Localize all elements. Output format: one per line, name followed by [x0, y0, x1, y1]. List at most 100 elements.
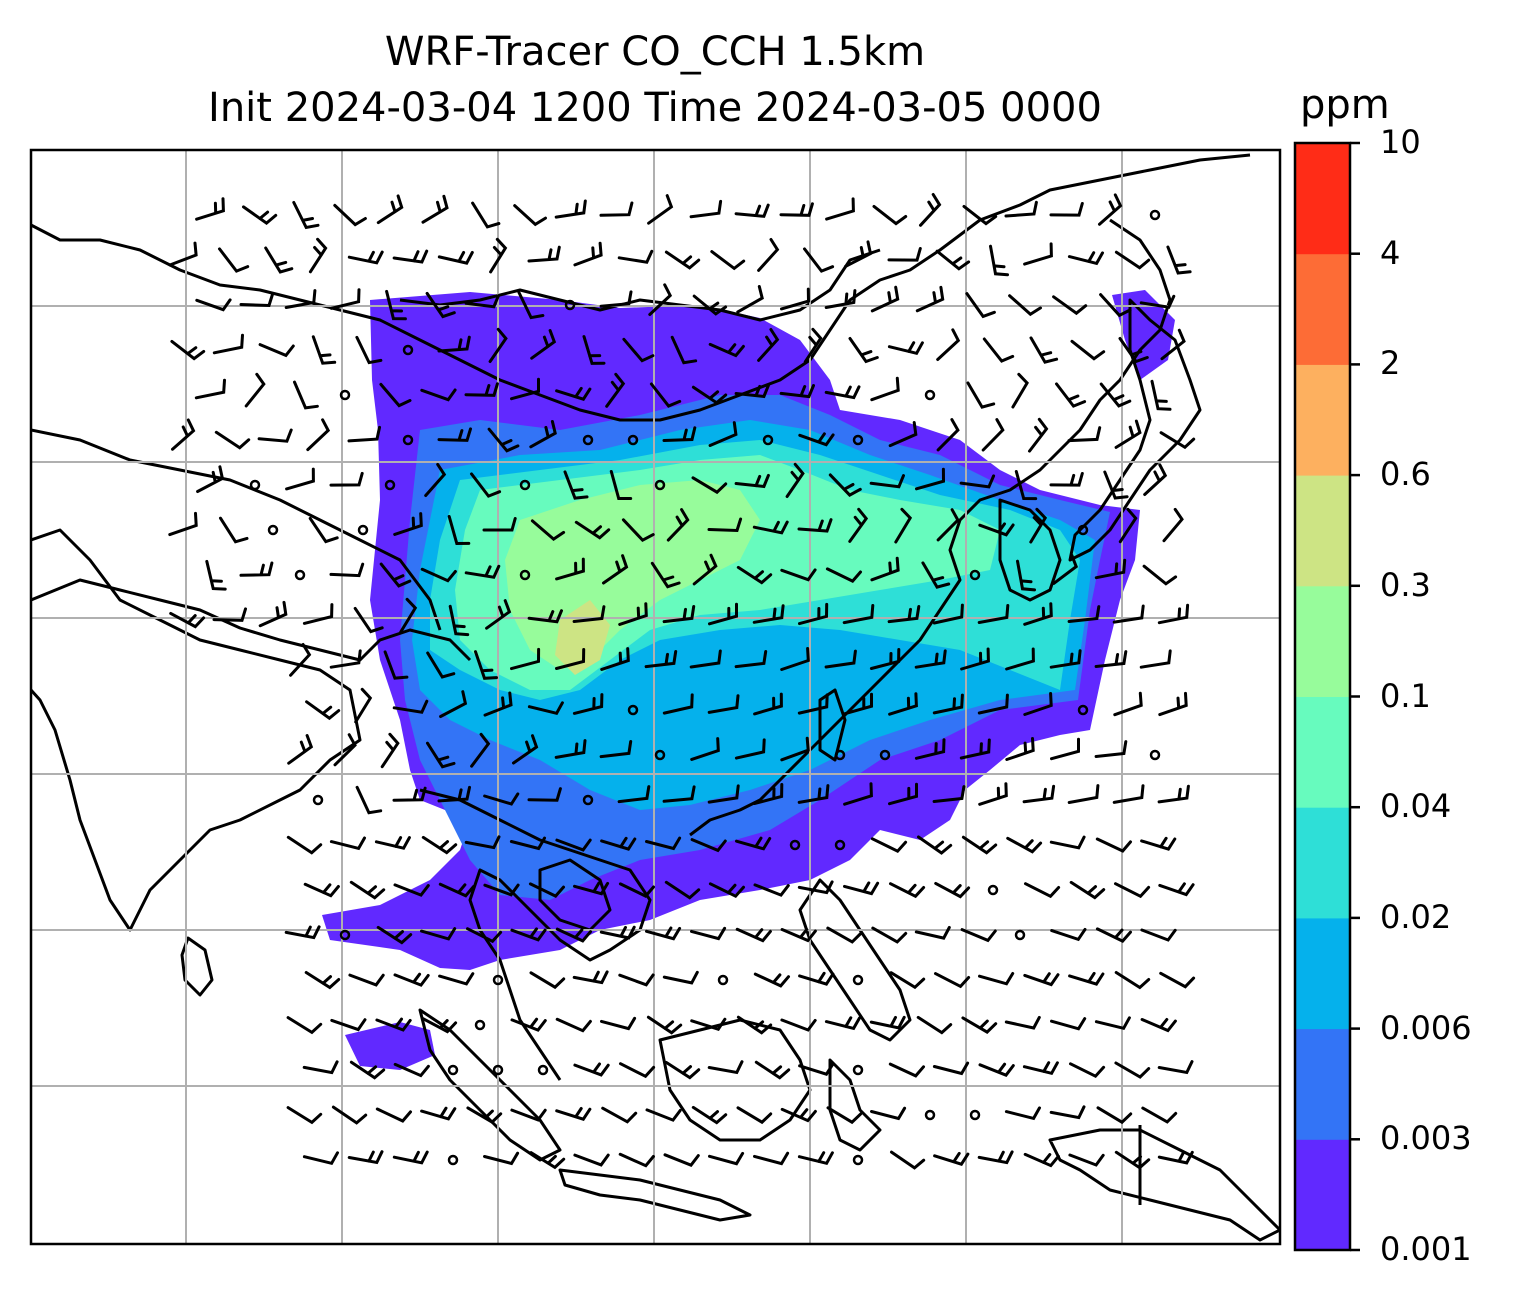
- colorbar-segment: [1295, 364, 1350, 476]
- wind-barb: [380, 732, 400, 769]
- wind-barb: [385, 289, 407, 321]
- wind-barb: [471, 201, 501, 229]
- wind-barb: [482, 517, 517, 532]
- wind-barb: [734, 383, 770, 399]
- wind-barb: [826, 926, 863, 944]
- wind-barb: [1049, 649, 1082, 669]
- wind-barb: [977, 604, 1010, 624]
- calm-wind-circle: [249, 479, 261, 491]
- wind-barb: [513, 204, 547, 227]
- wind-barb: [708, 882, 745, 899]
- wind-barb: [219, 516, 249, 544]
- wind-barb: [609, 470, 633, 500]
- wind-barb: [919, 193, 942, 227]
- wind-barb: [527, 787, 562, 802]
- wind-barb: [1159, 431, 1196, 450]
- wind-barb: [1158, 882, 1195, 897]
- calm-wind-circle: [474, 1019, 486, 1031]
- coast-borneo: [658, 1018, 812, 1142]
- wind-barb: [1142, 564, 1178, 586]
- wind-barb: [239, 561, 274, 577]
- wind-barb: [448, 604, 470, 637]
- wind-barb: [293, 380, 319, 410]
- wind-barb: [1028, 417, 1049, 453]
- wind-barb: [734, 473, 770, 489]
- wind-barb: [889, 882, 926, 899]
- wind-barb: [692, 553, 718, 586]
- wind-barb: [212, 333, 244, 355]
- wind-barb: [645, 1108, 682, 1122]
- wind-barb: [353, 606, 384, 634]
- wind-barb: [599, 201, 634, 217]
- wind-barb: [870, 556, 900, 582]
- wind-barb: [1004, 1106, 1041, 1121]
- wind-barb: [573, 1062, 610, 1077]
- wind-barb: [870, 837, 908, 854]
- calm-wind-circle: [357, 524, 369, 536]
- wind-barb: [1143, 463, 1168, 496]
- wind-barb: [915, 285, 945, 313]
- wind-barb: [870, 376, 900, 402]
- wind-barb: [780, 1107, 817, 1123]
- wind-barb: [424, 462, 447, 497]
- wind-barb: [1157, 1060, 1194, 1075]
- wind-barb: [392, 786, 427, 802]
- wind-barb: [439, 690, 468, 718]
- wind-barb: [555, 648, 586, 670]
- wind-barb: [797, 518, 833, 533]
- wind-barb: [736, 285, 764, 314]
- wind-barb: [1067, 426, 1102, 443]
- calm-wind-circle: [987, 884, 999, 896]
- wind-barb: [1022, 1061, 1059, 1076]
- wind-barb: [689, 199, 723, 219]
- wind-barb: [302, 603, 334, 625]
- wind-barb: [797, 693, 829, 715]
- wind-barb: [1140, 928, 1177, 942]
- wind-barb: [349, 880, 386, 900]
- calm-wind-circle: [447, 1154, 459, 1166]
- wind-barb: [376, 194, 404, 225]
- wind-barb: [510, 1017, 547, 1032]
- calm-wind-circle: [627, 704, 639, 716]
- wind-barb: [464, 294, 500, 309]
- wind-barb: [376, 925, 413, 945]
- coast-srilanka: [180, 936, 214, 997]
- wind-barb: [470, 732, 491, 768]
- wind-barb: [1158, 691, 1188, 717]
- wind-barb: [914, 926, 951, 940]
- wind-barb: [869, 648, 901, 670]
- calm-wind-circle: [969, 569, 981, 581]
- wind-barb: [330, 1018, 367, 1032]
- wind-barb: [887, 605, 921, 624]
- wind-barb: [1067, 251, 1104, 266]
- wind-barb: [464, 382, 499, 397]
- wind-barb: [287, 734, 314, 765]
- wind-barb: [1069, 880, 1106, 900]
- coast-thailand-gulf: [538, 858, 612, 932]
- coast-india: [31, 528, 362, 932]
- wind-barb: [734, 738, 766, 760]
- wind-barb: [555, 838, 592, 852]
- wind-barb: [649, 382, 682, 408]
- wind-barb: [1052, 295, 1088, 316]
- wind-barb: [753, 1151, 790, 1166]
- wind-barb: [168, 241, 198, 267]
- map-frame: [29, 148, 1282, 1246]
- wind-barb: [286, 1016, 323, 1035]
- colorbar-tick-label: 0.6: [1380, 455, 1431, 494]
- wind-barb: [284, 289, 317, 309]
- calm-wind-circle: [1149, 749, 1161, 761]
- wind-barb: [437, 251, 474, 265]
- wind-barb: [1029, 507, 1048, 544]
- wind-barb: [1050, 1017, 1087, 1031]
- wind-barb: [1069, 1062, 1106, 1079]
- wind-barb: [601, 1106, 638, 1124]
- calm-wind-circle: [582, 794, 594, 806]
- wind-barb: [798, 602, 829, 626]
- wind-barb: [195, 298, 232, 312]
- colorbar-tick-label: 0.02: [1380, 897, 1452, 936]
- wind-barb: [690, 838, 727, 853]
- wind-barb: [1008, 294, 1042, 317]
- wind-barb: [555, 1017, 592, 1033]
- colorbar-segment: [1295, 143, 1350, 255]
